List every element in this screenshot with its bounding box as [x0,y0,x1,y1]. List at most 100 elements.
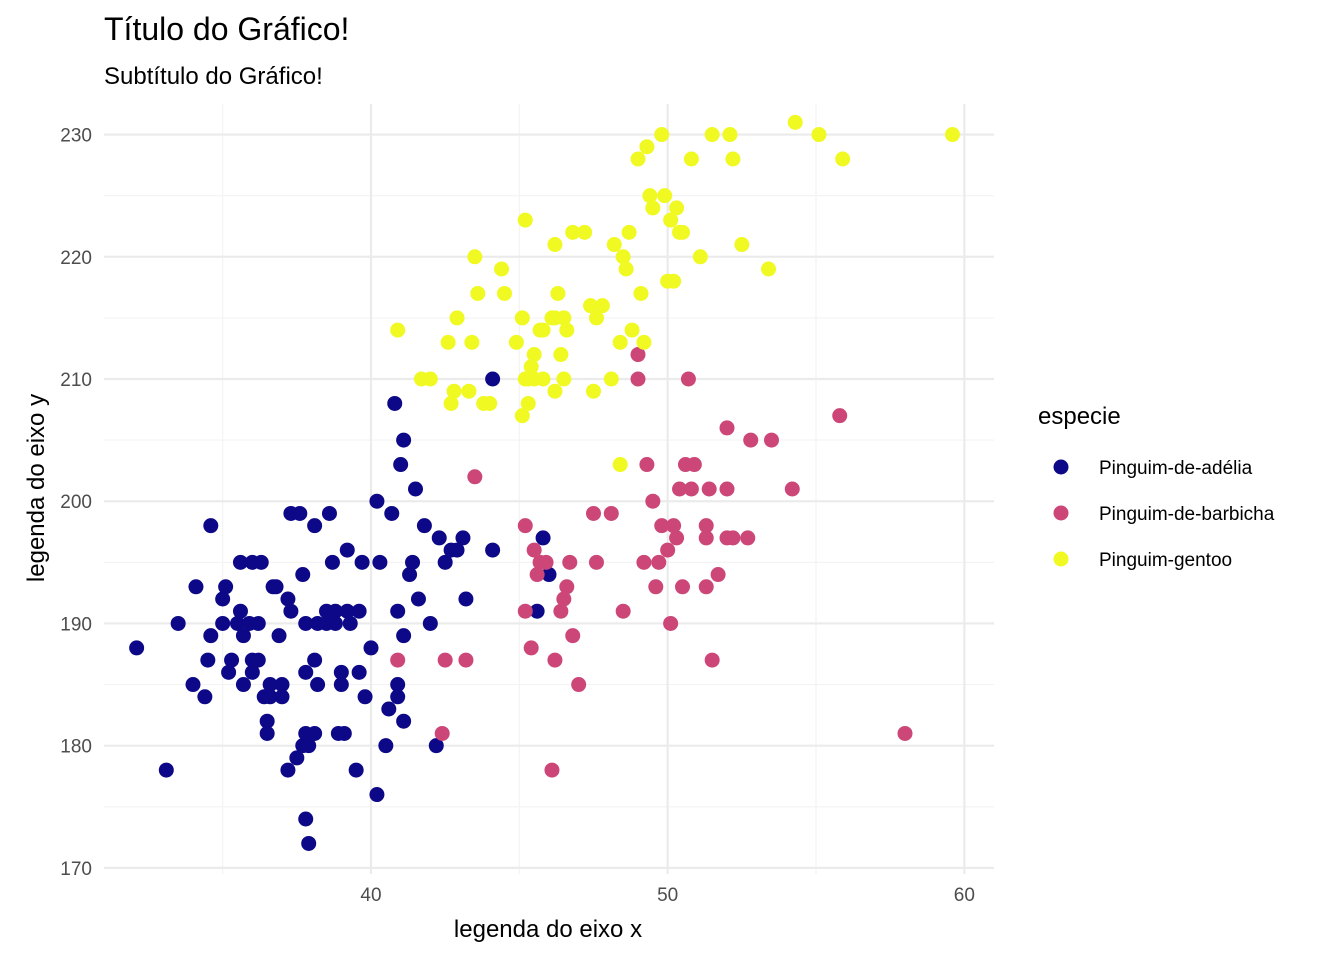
data-point [556,371,572,387]
data-point [327,615,343,631]
data-point [529,567,545,583]
data-point [339,603,355,619]
data-point [485,542,501,558]
x-axis-ticks: 40 50 60 [360,885,974,906]
data-point [612,334,628,350]
data-point [378,738,394,754]
data-point [307,725,323,741]
data-point [218,579,234,595]
data-point [603,505,619,521]
legend-label: Pinguim-de-barbicha [1099,504,1275,525]
data-point [235,677,251,693]
data-point [633,285,649,301]
y-axis-title: legenda do eixo y [23,394,50,582]
legend-label: Pinguim-gentoo [1099,550,1232,571]
data-point [363,640,379,656]
data-point [725,530,741,546]
data-point [683,481,699,497]
data-point [645,200,661,216]
data-point [298,811,314,827]
data-point [221,664,237,680]
data-point [547,383,563,399]
y-tick-label: 230 [60,126,92,147]
data-point [259,725,275,741]
data-point [648,579,664,595]
data-point [523,640,539,656]
data-point [458,652,474,668]
data-point [408,481,423,497]
data-point [230,615,245,631]
data-point [333,664,349,680]
data-point [235,628,251,644]
series-points [129,371,557,851]
data-point [636,554,652,570]
data-point [410,591,426,607]
data-point [494,261,510,277]
data-point [351,603,367,619]
chart-title: Título do Gráfico! [104,11,349,47]
data-point [381,701,397,717]
data-point [538,554,554,570]
data-point [764,432,779,448]
data-point [680,371,696,387]
data-point [734,237,750,253]
data-point [618,261,634,277]
data-point [440,334,456,350]
data-point [215,591,231,607]
data-point [262,677,278,693]
data-point [280,591,296,607]
data-point [357,689,373,705]
data-point [158,762,174,778]
data-point [654,518,670,534]
data-point [835,151,851,167]
data-point [292,505,308,521]
data-point [704,127,720,143]
data-point [630,371,646,387]
data-point [517,603,533,619]
data-point [692,249,708,265]
data-point [307,518,323,534]
data-point [458,591,474,607]
data-point [467,469,483,485]
data-point [832,408,848,424]
data-point [719,481,735,497]
data-point [301,835,317,851]
legend-label: Pinguim-de-adélia [1099,458,1253,479]
data-point [402,567,418,583]
data-point [197,689,213,705]
data-point [372,554,388,570]
legend-swatch [1053,459,1069,475]
data-point [669,200,685,216]
data-point [274,677,290,693]
data-point [170,615,186,631]
data-point [437,652,453,668]
data-point [666,273,682,289]
data-point [571,677,587,693]
data-point [603,371,619,387]
data-point [630,151,646,167]
data-point [262,689,278,705]
data-point [594,298,610,314]
data-point [588,310,604,326]
data-point [449,542,465,558]
data-point [461,383,477,399]
data-point [740,530,756,546]
data-point [514,310,530,326]
y-axis-ticks: 170 180 190 200 210 220 230 [60,126,92,880]
data-point [588,554,604,570]
x-tick-label: 40 [360,885,381,906]
data-point [698,579,714,595]
data-point [428,738,444,754]
data-point [387,395,403,411]
data-point [784,481,800,497]
data-point [390,322,406,338]
data-point [559,579,575,595]
data-point [224,652,240,668]
data-point [761,261,777,277]
data-point [636,334,652,350]
y-tick-label: 190 [60,614,92,635]
legend: especie Pinguim-de-adélia Pinguim-de-barb… [1038,403,1275,571]
data-point [535,371,551,387]
data-point [710,567,726,583]
